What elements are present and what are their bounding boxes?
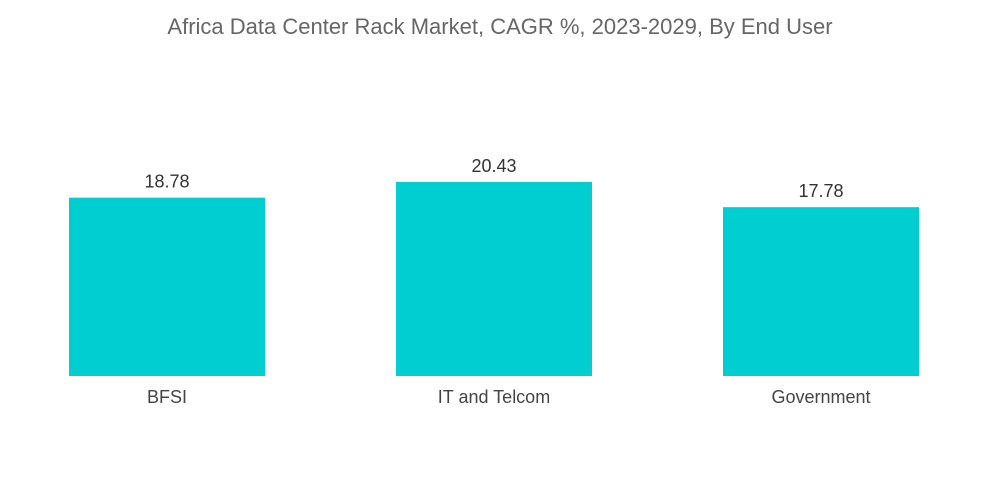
value-label: 18.78 bbox=[144, 172, 189, 192]
category-label: Government bbox=[771, 387, 870, 407]
bar-bfsi bbox=[69, 197, 265, 376]
category-label: IT and Telcom bbox=[438, 387, 550, 407]
value-label: 20.43 bbox=[471, 156, 516, 176]
category-label: BFSI bbox=[147, 387, 187, 407]
value-label: 17.78 bbox=[798, 181, 843, 201]
bar-it-and-telcom bbox=[396, 182, 592, 376]
chart-title: Africa Data Center Rack Market, CAGR %, … bbox=[167, 14, 833, 39]
bar-government bbox=[723, 207, 919, 376]
